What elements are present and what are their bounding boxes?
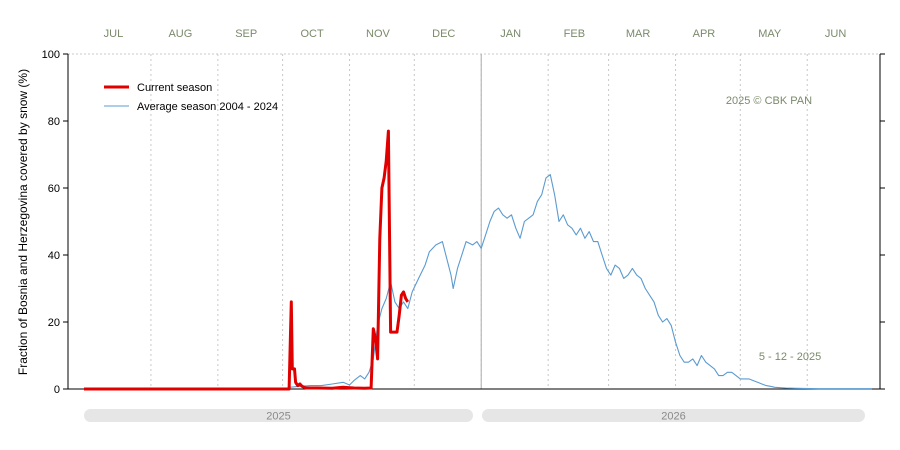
grid-layer xyxy=(68,53,880,389)
annotations-layer: 2025 © CBK PAN 5 - 12 - 2025 xyxy=(726,95,821,363)
year-bar xyxy=(482,409,865,422)
year-label: 2025 xyxy=(266,411,290,423)
month-label: MAR xyxy=(626,28,651,40)
month-label: NOV xyxy=(366,28,391,40)
month-label: AUG xyxy=(168,28,192,40)
legend-label: Current season xyxy=(137,82,212,94)
year-bar xyxy=(84,409,473,422)
y-tick-label: 100 xyxy=(42,49,60,61)
month-label: JAN xyxy=(500,28,521,40)
chart-legend: Current season Average season 2004 - 2024 xyxy=(104,82,278,113)
y-axis-label: Fraction of Bosnia and Herzegovina cover… xyxy=(16,69,30,375)
current-season-line xyxy=(84,129,410,391)
month-label: FEB xyxy=(564,28,585,40)
month-label: DEC xyxy=(432,28,455,40)
year-label: 2026 xyxy=(661,411,685,423)
average-season-line xyxy=(289,174,872,390)
month-label: OCT xyxy=(300,28,324,40)
month-label: SEP xyxy=(235,28,257,40)
y-tick-label: 40 xyxy=(48,250,60,262)
year-bars: 2025 2026 xyxy=(84,409,865,423)
month-label: JUN xyxy=(825,28,846,40)
month-label: APR xyxy=(693,28,716,40)
y-tick-label: 20 xyxy=(48,317,60,329)
y-tick-label: 80 xyxy=(48,116,60,128)
month-label: JUL xyxy=(104,28,124,40)
y-tick-label: 0 xyxy=(54,384,60,396)
month-label: MAY xyxy=(758,28,782,40)
legend-label: Average season 2004 - 2024 xyxy=(137,101,278,113)
axes-layer: JUL AUG SEP OCT NOV DEC JAN FEB MAR APR MAY JUN 0 20 4… xyxy=(42,28,885,396)
copyright-annotation: 2025 © CBK PAN xyxy=(726,95,812,107)
y-tick-label: 60 xyxy=(48,183,60,195)
series-layer xyxy=(84,129,872,391)
date-annotation: 5 - 12 - 2025 xyxy=(759,351,821,363)
